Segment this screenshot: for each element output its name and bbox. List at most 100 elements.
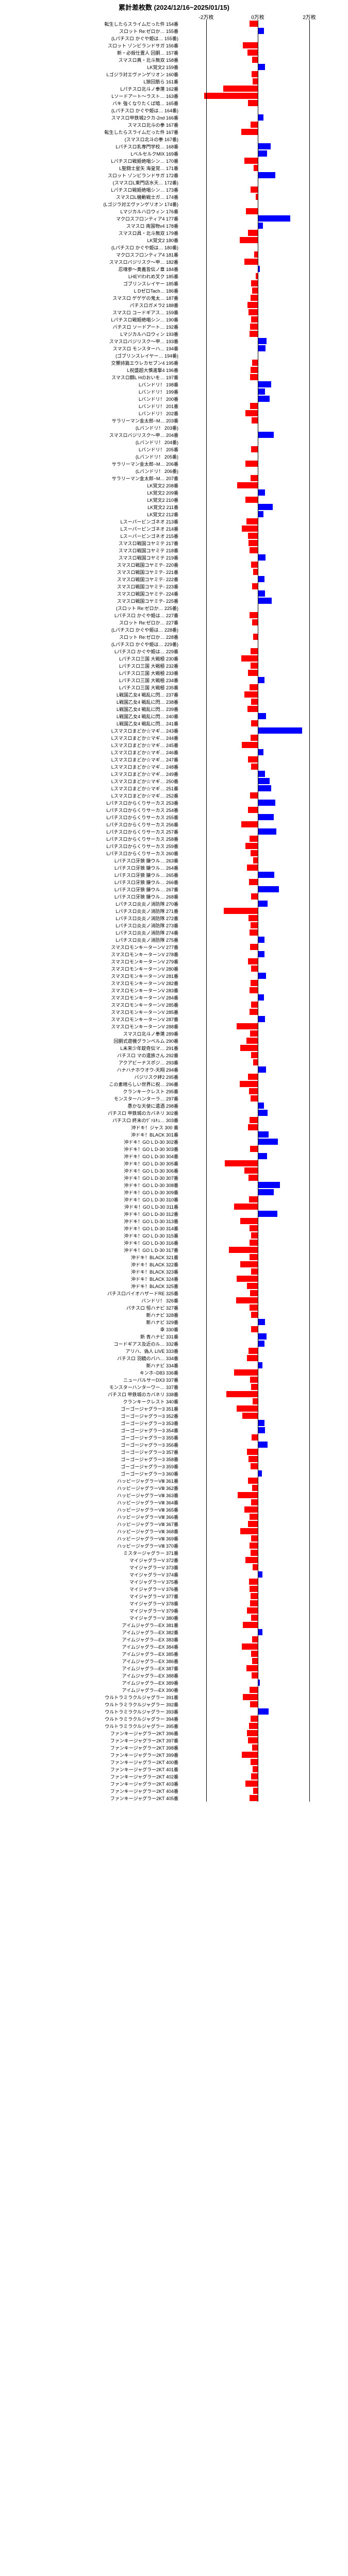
data-row: マイジャグラーV 377番 [0, 1592, 348, 1600]
row-label: (Lバンドリ！ 206番) [0, 468, 180, 474]
row-label: パチスロ 終末のｳﾞｧﾙｷｭ… 303番 [0, 1117, 180, 1124]
row-label: L戦国乙女4 戦乱に閃… 241番 [0, 720, 180, 727]
bar-cell [180, 1513, 335, 1520]
bar-cell [180, 1030, 335, 1037]
bar-cell [180, 1636, 335, 1643]
row-label: 沖ドキ！GO L D-30 306番 [0, 1167, 180, 1174]
row-label: 沖ドキ！GO L D-30 309番 [0, 1189, 180, 1196]
bar [244, 1167, 258, 1174]
row-label: ウルトラミラクルジャグラー 392番 [0, 1701, 180, 1708]
data-row: ニューバルサーDX3 337番 [0, 1376, 348, 1383]
data-row: L戦国乙女4 戦乱に閃… 241番 [0, 720, 348, 727]
row-label: 沖ドキ！GO L D-30 313番 [0, 1218, 180, 1225]
bar [252, 583, 258, 589]
bar [238, 1492, 258, 1498]
row-label: Lマジカルハロウィン 176番 [0, 208, 180, 215]
data-row: (Lバンドリ！ 204番) [0, 438, 348, 446]
bar [250, 1687, 258, 1693]
data-row: スマスロ戦国コヤミテ- 225番 [0, 597, 348, 604]
row-label: Lパチスロ炎炎ノ消防隊 274番 [0, 929, 180, 936]
row-label: Lパチスロ牙狼 鎌ウル… 266番 [0, 879, 180, 886]
bar [243, 1694, 258, 1700]
bar-cell [180, 1066, 335, 1073]
bar-cell [180, 503, 335, 511]
bar-cell [180, 914, 335, 922]
row-label: Lパチスロ戦姫絶唱シン… 173番 [0, 187, 180, 193]
data-row: L狼回筋ら 161番 [0, 78, 348, 85]
bar-cell [180, 345, 335, 352]
bar [251, 1499, 258, 1505]
bar [241, 821, 258, 827]
bar-cell [180, 287, 335, 294]
row-label: ハッピージャグラーVⅢ 364番 [0, 1499, 180, 1506]
bar [251, 1593, 258, 1599]
bar-cell [180, 1730, 335, 1737]
bar-cell [180, 85, 335, 92]
data-row: スロット Re:ゼロか… 227番 [0, 619, 348, 626]
bar-cell [180, 1059, 335, 1066]
bar-cell [180, 1398, 335, 1405]
bar [251, 1550, 258, 1556]
data-row: スマスロモンキーターンV 279番 [0, 958, 348, 965]
data-row: L聖闘士星矢 海皇覚… 171番 [0, 164, 348, 172]
row-label: ゴーゴージャグラー3 355番 [0, 1434, 180, 1441]
data-row: スロット Re:ゼロか… 155番 [0, 27, 348, 35]
bar-cell [180, 265, 335, 273]
bar [250, 1290, 258, 1296]
bar [258, 973, 266, 979]
bar [258, 345, 266, 351]
row-label: パチスロ 恒ハナビ 327番 [0, 1304, 180, 1311]
bar [252, 1744, 258, 1751]
bar-cell [180, 424, 335, 431]
data-row: 沖ドキ！GO L D-30 304番 [0, 1153, 348, 1160]
bar-cell [180, 280, 335, 287]
bar-cell [180, 1607, 335, 1614]
bar-cell [180, 402, 335, 410]
row-label: 沖ドキ！BLACK 322番 [0, 1261, 180, 1268]
bar [252, 1658, 258, 1664]
data-row: ゴーゴージャグラー3 355番 [0, 1434, 348, 1441]
data-row: Lパチスロ三国 大戦極 230番 [0, 655, 348, 662]
row-label: 転生したらスライムだった件 154番 [0, 21, 180, 27]
row-label: Lパチスロ戦姫絶唱シン… 190番 [0, 316, 180, 323]
bar-cell [180, 1153, 335, 1160]
data-row: ゴーゴージャグラー3 354番 [0, 1427, 348, 1434]
bar-cell [180, 734, 335, 741]
data-row: スマスロモンキーターンV 278番 [0, 951, 348, 958]
row-label: スマスロ甲鉄城2クカ-2nd 166番 [0, 114, 180, 121]
data-row: Lバンドリ！ 198番 [0, 381, 348, 388]
data-row: 沖ドキ！BLACK 323番 [0, 1268, 348, 1275]
row-label: ゴーゴージャグラー3 351番 [0, 1405, 180, 1412]
bar [252, 619, 258, 625]
bar-cell [180, 539, 335, 547]
bar-cell [180, 511, 335, 518]
bar [229, 1247, 258, 1253]
data-row: スマスロバジリスク～甲… 182番 [0, 258, 348, 265]
bar-cell [180, 1232, 335, 1239]
bar-cell [180, 1304, 335, 1311]
data-row: マイジャグラーV 376番 [0, 1585, 348, 1592]
row-label: コードギアス及近のル… 332番 [0, 1341, 180, 1347]
bar-cell [180, 330, 335, 337]
bar-cell [180, 359, 335, 366]
bar-cell [180, 1441, 335, 1448]
bar-cell [180, 1672, 335, 1679]
bar-cell [180, 994, 335, 1001]
data-row: (スマスロL東門店水天… 172番) [0, 179, 348, 186]
bar [248, 1737, 258, 1743]
bar [258, 215, 290, 222]
row-label: アイムジャグラ―EX 381番 [0, 1622, 180, 1629]
data-row: Lスーパービンゴネオ 213番 [0, 518, 348, 525]
row-label: 幸 330番 [0, 1326, 180, 1333]
bar [252, 287, 258, 294]
row-label: ファンキージャグラー2KT 396番 [0, 1730, 180, 1737]
bar [251, 648, 258, 654]
row-label: モンスターハンターラ… 297番 [0, 1095, 180, 1102]
data-row: アイムジャグラ―EX 381番 [0, 1621, 348, 1629]
data-row: (ゴブリンスレイヤー… 194番) [0, 352, 348, 359]
row-label: パチスロ 甲鉄城のカバネリ 302番 [0, 1110, 180, 1116]
bar-cell [180, 814, 335, 821]
row-label: ウルトラミラクルジャグラー 393番 [0, 1708, 180, 1715]
bar-cell [180, 150, 335, 157]
row-label: Lスマスロまどか☆マギ… 246番 [0, 749, 180, 756]
